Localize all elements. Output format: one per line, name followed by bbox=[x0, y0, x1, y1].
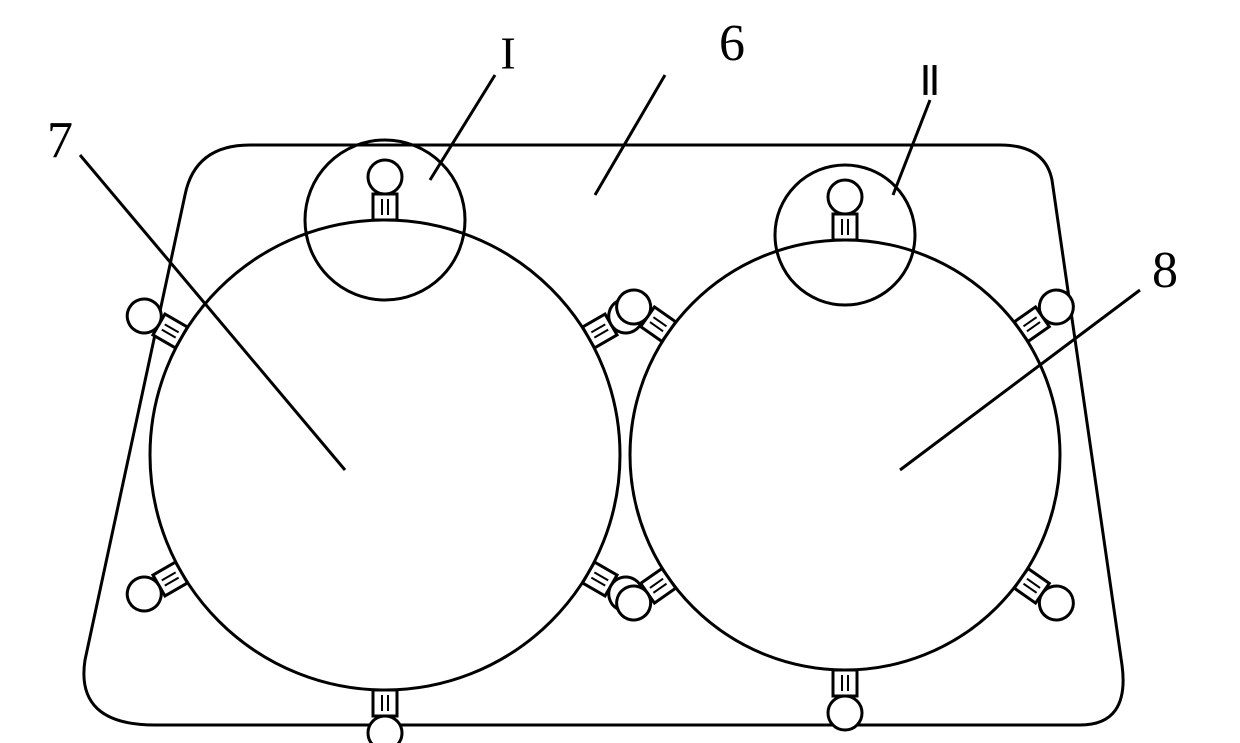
label-8: 8 bbox=[1152, 242, 1178, 299]
leader-I bbox=[430, 75, 495, 180]
left-knob-4 bbox=[121, 558, 190, 617]
right-knob-4 bbox=[610, 564, 679, 626]
right-knob-3 bbox=[828, 670, 862, 730]
left-knob-5 bbox=[121, 293, 190, 352]
leader-II bbox=[893, 100, 930, 195]
label-II bbox=[926, 65, 935, 95]
label-7: 7 bbox=[47, 112, 73, 169]
right-knob-5 bbox=[610, 283, 679, 345]
label-I: I bbox=[500, 28, 515, 79]
leader-6 bbox=[595, 75, 665, 195]
label-6: 6 bbox=[719, 15, 745, 72]
left-knob-0 bbox=[368, 160, 402, 220]
diagram-canvas: 6 7 8 I bbox=[0, 0, 1240, 743]
left-knob-3 bbox=[368, 690, 402, 743]
leader-7 bbox=[80, 155, 345, 470]
right-knob-2 bbox=[1011, 564, 1080, 626]
left-circle bbox=[150, 220, 620, 690]
right-knob-0 bbox=[828, 180, 862, 240]
